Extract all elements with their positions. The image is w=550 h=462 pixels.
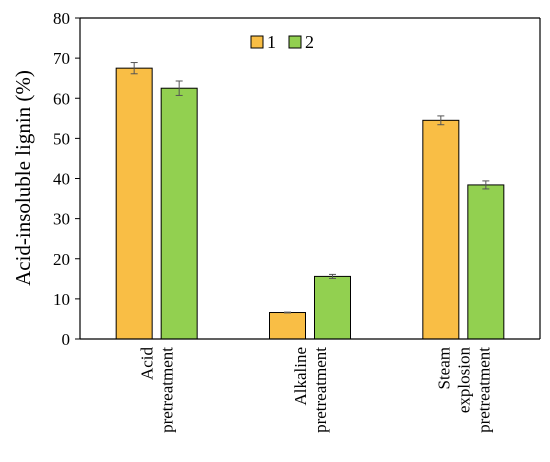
y-tick-label: 60	[53, 89, 70, 108]
y-tick-label: 0	[62, 330, 71, 349]
x-category-label: Alkaline	[291, 347, 310, 406]
y-tick-label: 20	[53, 250, 70, 269]
y-axis-label: Acid-insoluble lignin (%)	[11, 70, 35, 286]
bar-series-1	[269, 312, 306, 340]
legend-label: 1	[267, 32, 276, 52]
category-labels: Acid pretreatment Alkaline pretreatment Stea…	[138, 347, 494, 433]
axes	[79, 17, 541, 340]
y-tick-label: 10	[53, 290, 70, 309]
x-category-label: pretreatment	[474, 347, 493, 433]
bar-series-2	[467, 184, 505, 340]
y-tick-label: 30	[53, 210, 70, 229]
legend-swatch	[250, 35, 264, 49]
legend-label: 2	[305, 32, 314, 52]
x-category-label: Steam	[434, 347, 453, 390]
x-category-label: pretreatment	[158, 347, 177, 433]
bars	[115, 67, 505, 340]
bar-series-2	[314, 275, 351, 340]
y-axis-ticks: 0 10 20 30 40 50 60 70 80	[53, 9, 80, 349]
bar-series-1	[422, 119, 460, 340]
bar-series-2	[160, 87, 198, 340]
x-category-label: explosion	[454, 347, 473, 414]
y-tick-label: 80	[53, 9, 70, 28]
y-tick-label: 70	[53, 49, 70, 68]
bar-series-1	[115, 67, 153, 340]
legend-swatch	[288, 35, 302, 49]
error-bars	[130, 62, 490, 314]
x-category-label: Acid	[138, 347, 157, 381]
x-category-label: pretreatment	[311, 347, 330, 433]
y-tick-label: 40	[53, 170, 70, 189]
y-tick-label: 50	[53, 129, 70, 148]
